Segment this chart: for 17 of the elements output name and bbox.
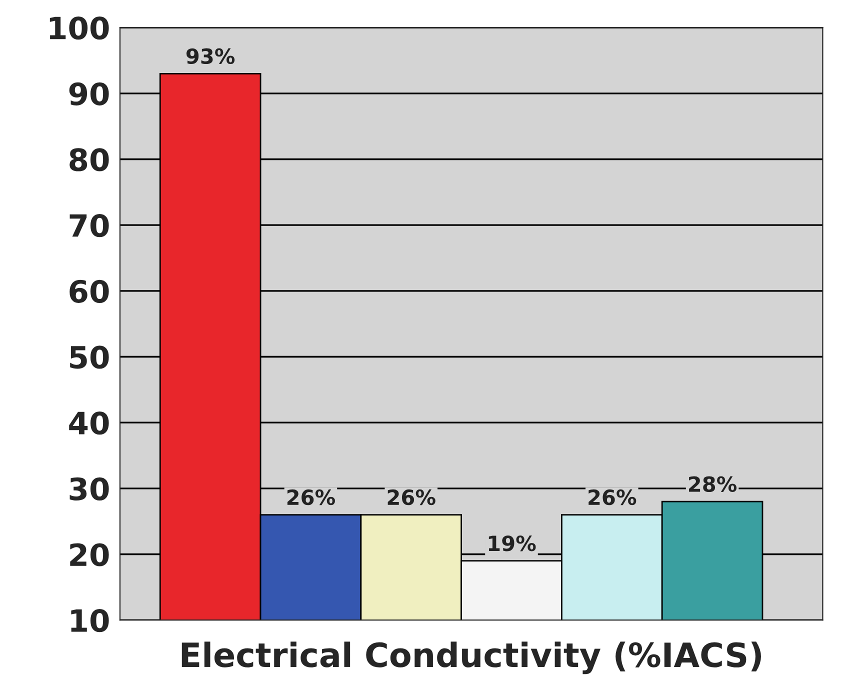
x-axis-title: Electrical Conductivity (%IACS) xyxy=(182,642,761,674)
y-tick-label: 80 xyxy=(70,148,109,172)
y-tick-label: 90 xyxy=(69,82,109,106)
y-tick-label: 30 xyxy=(70,477,109,500)
data-label: 93% xyxy=(186,48,235,64)
data-label: 26% xyxy=(388,489,436,506)
y-tick-label: 10 xyxy=(71,609,109,632)
y-tick-label: 50 xyxy=(70,346,109,369)
y-tick-label: 40 xyxy=(69,412,109,435)
data-label: 26% xyxy=(588,489,636,506)
y-tick-label: 100 xyxy=(50,16,109,40)
y-tick-label: 70 xyxy=(70,214,109,238)
data-label: 19% xyxy=(488,535,536,552)
data-label: 28% xyxy=(689,476,737,492)
y-tick-label: 20 xyxy=(70,543,109,566)
data-label: 26% xyxy=(287,489,335,506)
y-tick-label: 60 xyxy=(70,280,109,303)
